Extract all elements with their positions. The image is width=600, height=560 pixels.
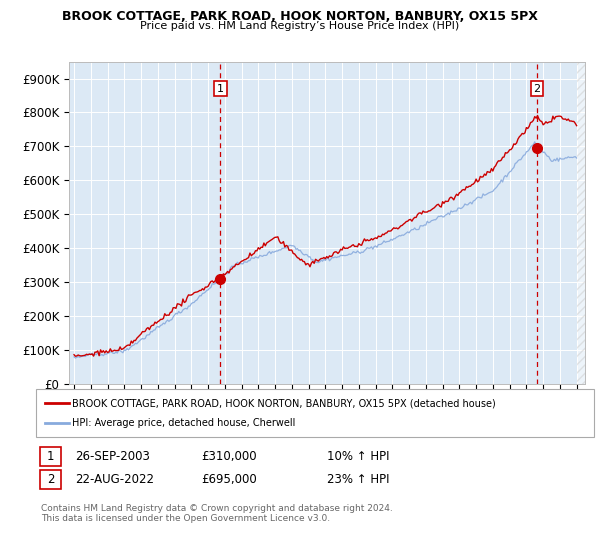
Text: 22-AUG-2022: 22-AUG-2022 [75,473,154,487]
Text: Price paid vs. HM Land Registry’s House Price Index (HPI): Price paid vs. HM Land Registry’s House … [140,21,460,31]
Text: 23% ↑ HPI: 23% ↑ HPI [327,473,389,487]
Text: HPI: Average price, detached house, Cherwell: HPI: Average price, detached house, Cher… [72,418,295,428]
Text: 1: 1 [217,83,224,94]
Text: BROOK COTTAGE, PARK ROAD, HOOK NORTON, BANBURY, OX15 5PX: BROOK COTTAGE, PARK ROAD, HOOK NORTON, B… [62,10,538,23]
Text: 2: 2 [533,83,541,94]
Text: £695,000: £695,000 [201,473,257,487]
Bar [577,62,593,384]
Text: Contains HM Land Registry data © Crown copyright and database right 2024.: Contains HM Land Registry data © Crown c… [41,504,392,513]
Text: 1: 1 [47,450,54,463]
Text: BROOK COTTAGE, PARK ROAD, HOOK NORTON, BANBURY, OX15 5PX (detached house): BROOK COTTAGE, PARK ROAD, HOOK NORTON, B… [72,398,496,408]
Text: £310,000: £310,000 [201,450,257,463]
Text: 10% ↑ HPI: 10% ↑ HPI [327,450,389,463]
Text: 26-SEP-2003: 26-SEP-2003 [75,450,150,463]
Text: This data is licensed under the Open Government Licence v3.0.: This data is licensed under the Open Gov… [41,514,330,522]
Text: 2: 2 [47,473,54,487]
